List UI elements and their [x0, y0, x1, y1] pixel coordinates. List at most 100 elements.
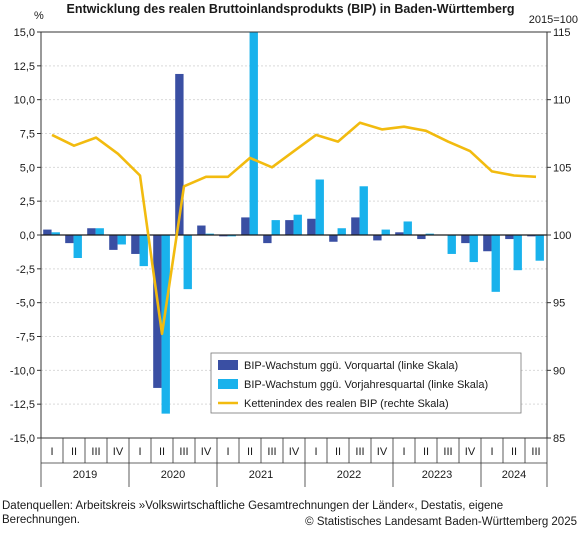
- quarter-label: IV: [201, 446, 212, 458]
- quarter-label: I: [226, 446, 229, 458]
- bar-qoq: [483, 235, 492, 252]
- right-tick-label: 115: [553, 27, 571, 39]
- bar-qoq: [131, 235, 140, 254]
- left-tick-label: 7,5: [20, 129, 35, 141]
- bar-yoy: [315, 179, 324, 235]
- year-label: 2020: [161, 469, 185, 481]
- year-label: 2019: [73, 469, 97, 481]
- bar-yoy: [95, 228, 104, 235]
- quarter-label: III: [355, 446, 364, 458]
- bar-yoy: [161, 235, 170, 414]
- quarter-label: I: [314, 446, 317, 458]
- left-tick-label: -10,0: [10, 365, 35, 377]
- bar-yoy: [51, 232, 60, 235]
- left-tick-label: 5,0: [20, 162, 35, 174]
- bar-qoq: [43, 229, 52, 235]
- bar-qoq: [329, 235, 338, 242]
- quarter-label: II: [159, 446, 165, 458]
- left-tick-label: -2,5: [16, 264, 35, 276]
- bar-yoy: [403, 221, 412, 235]
- bar-qoq: [417, 235, 426, 240]
- right-tick-label: 90: [553, 365, 565, 377]
- bar-yoy: [183, 235, 192, 290]
- bar-qoq: [219, 235, 228, 237]
- quarter-label: II: [335, 446, 341, 458]
- year-label: 20223: [422, 469, 453, 481]
- left-tick-label: -7,5: [16, 332, 35, 344]
- bar-yoy: [469, 235, 478, 263]
- bar-qoq: [307, 218, 316, 235]
- quarter-label: I: [50, 446, 53, 458]
- legend-swatch-qoq: [218, 360, 238, 370]
- bar-yoy: [117, 235, 126, 245]
- index-line: [51, 121, 537, 336]
- bar-qoq: [285, 220, 294, 235]
- quarter-label: I: [490, 446, 493, 458]
- left-tick-label: 10,0: [14, 95, 35, 107]
- bar-qoq: [65, 235, 74, 244]
- year-label: 2022: [337, 469, 361, 481]
- bar-qoq: [505, 235, 514, 240]
- bar-yoy: [227, 235, 236, 237]
- bar-yoy: [425, 233, 434, 235]
- left-tick-label: 2,5: [20, 196, 35, 208]
- quarter-label: II: [71, 446, 77, 458]
- left-tick-label: 0,0: [20, 230, 35, 242]
- bar-qoq: [263, 235, 272, 244]
- year-label: 2021: [249, 469, 273, 481]
- bar-yoy: [205, 233, 214, 235]
- plot-frame: [40, 31, 548, 439]
- bar-qoq: [241, 217, 250, 235]
- left-tick-label: -15,0: [10, 433, 35, 445]
- bar-yoy: [293, 214, 302, 235]
- quarter-label: III: [91, 446, 100, 458]
- right-tick-label: 105: [553, 162, 571, 174]
- chart-title: Entwicklung des realen Bruttoinlandsprod…: [66, 2, 515, 16]
- quarter-label: III: [267, 446, 276, 458]
- bar-qoq: [175, 73, 184, 235]
- bar-yoy: [513, 235, 522, 271]
- legend-swatch-yoy: [218, 379, 238, 389]
- quarter-label: IV: [377, 446, 388, 458]
- quarter-label: IV: [465, 446, 476, 458]
- legend-label: BIP-Wachstum ggü. Vorquartal (linke Skal…: [244, 360, 458, 372]
- bar-qoq: [87, 228, 96, 235]
- legend-label: Kettenindex des realen BIP (rechte Skala…: [244, 398, 449, 410]
- bar-yoy: [249, 32, 258, 235]
- quarter-label: IV: [113, 446, 124, 458]
- bar-qoq: [351, 217, 360, 235]
- right-axis-unit: 2015=100: [529, 14, 578, 26]
- bar-yoy: [73, 235, 82, 259]
- bar-yoy: [535, 235, 544, 261]
- quarter-label: IV: [289, 446, 300, 458]
- bar-yoy: [139, 235, 148, 267]
- bar-yoy: [447, 235, 456, 254]
- bar-qoq: [461, 235, 470, 244]
- quarter-label: III: [179, 446, 188, 458]
- left-tick-label: -12,5: [10, 399, 35, 411]
- source-note: Datenquellen: Arbeitskreis »Volkswirtsch…: [2, 500, 504, 526]
- bar-qoq: [527, 235, 536, 237]
- right-tick-label: 110: [553, 95, 571, 107]
- copyright-note: © Statistisches Landesamt Baden-Württemb…: [305, 516, 577, 528]
- quarter-label: III: [531, 446, 540, 458]
- year-label: 2024: [502, 469, 526, 481]
- bar-qoq: [197, 225, 206, 235]
- quarter-label: II: [511, 446, 517, 458]
- quarter-label: I: [138, 446, 141, 458]
- bar-yoy: [271, 220, 280, 235]
- bar-yoy: [337, 228, 346, 235]
- left-axis-unit: %: [34, 10, 44, 22]
- bar-yoy: [381, 229, 390, 235]
- right-tick-label: 100: [553, 230, 571, 242]
- legend-box: [210, 352, 522, 414]
- left-tick-label: -5,0: [16, 298, 35, 310]
- right-tick-label: 95: [553, 298, 565, 310]
- bar-qoq: [153, 235, 162, 388]
- quarter-label: II: [423, 446, 429, 458]
- bar-qoq: [395, 232, 404, 235]
- quarter-label: II: [247, 446, 253, 458]
- bar-qoq: [109, 235, 118, 250]
- right-tick-label: 85: [553, 433, 565, 445]
